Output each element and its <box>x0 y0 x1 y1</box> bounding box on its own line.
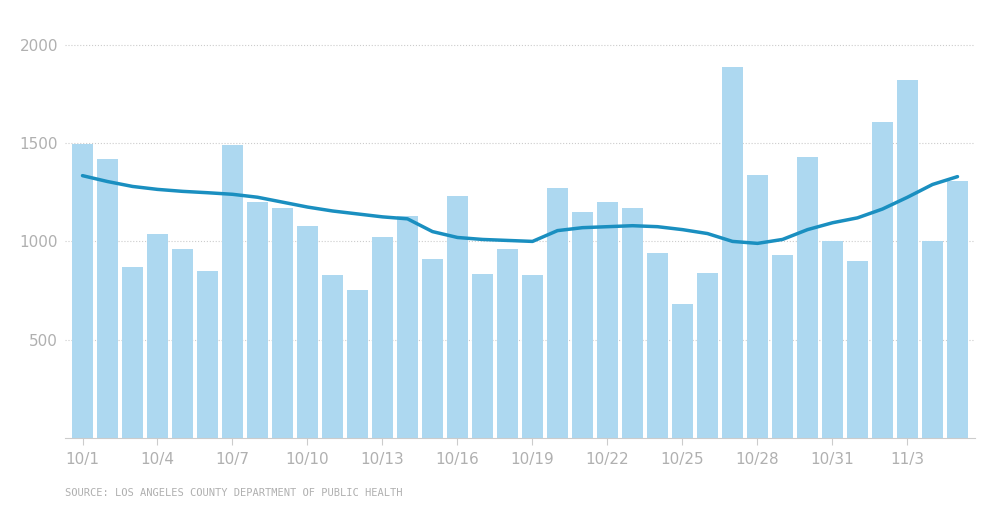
Bar <box>122 267 143 438</box>
Bar <box>797 157 818 438</box>
Bar <box>847 261 868 438</box>
Bar <box>247 202 268 438</box>
Bar <box>222 145 243 438</box>
Bar <box>472 274 493 438</box>
Bar <box>447 196 468 438</box>
Bar <box>172 249 193 438</box>
Bar <box>522 275 543 438</box>
Bar <box>647 253 668 438</box>
Bar <box>747 175 768 438</box>
Bar <box>97 159 118 438</box>
Bar <box>297 225 318 438</box>
Bar <box>572 212 593 438</box>
Bar <box>547 188 568 438</box>
Bar <box>872 122 893 438</box>
Bar <box>822 241 843 438</box>
Bar <box>322 275 343 438</box>
Bar <box>672 304 693 438</box>
Bar <box>422 259 443 438</box>
Bar <box>497 249 518 438</box>
Bar <box>197 271 218 438</box>
Bar <box>272 208 293 438</box>
Bar <box>147 234 168 438</box>
Bar <box>347 291 368 438</box>
Bar <box>772 255 793 438</box>
Bar <box>922 241 943 438</box>
Bar <box>947 181 968 438</box>
Text: SOURCE: LOS ANGELES COUNTY DEPARTMENT OF PUBLIC HEALTH: SOURCE: LOS ANGELES COUNTY DEPARTMENT OF… <box>65 488 402 498</box>
Bar <box>72 144 93 438</box>
Bar <box>397 216 418 438</box>
Bar <box>722 67 743 438</box>
Bar <box>597 202 618 438</box>
Bar <box>897 80 918 438</box>
Bar <box>372 238 393 438</box>
Bar <box>697 273 718 438</box>
Bar <box>622 208 643 438</box>
